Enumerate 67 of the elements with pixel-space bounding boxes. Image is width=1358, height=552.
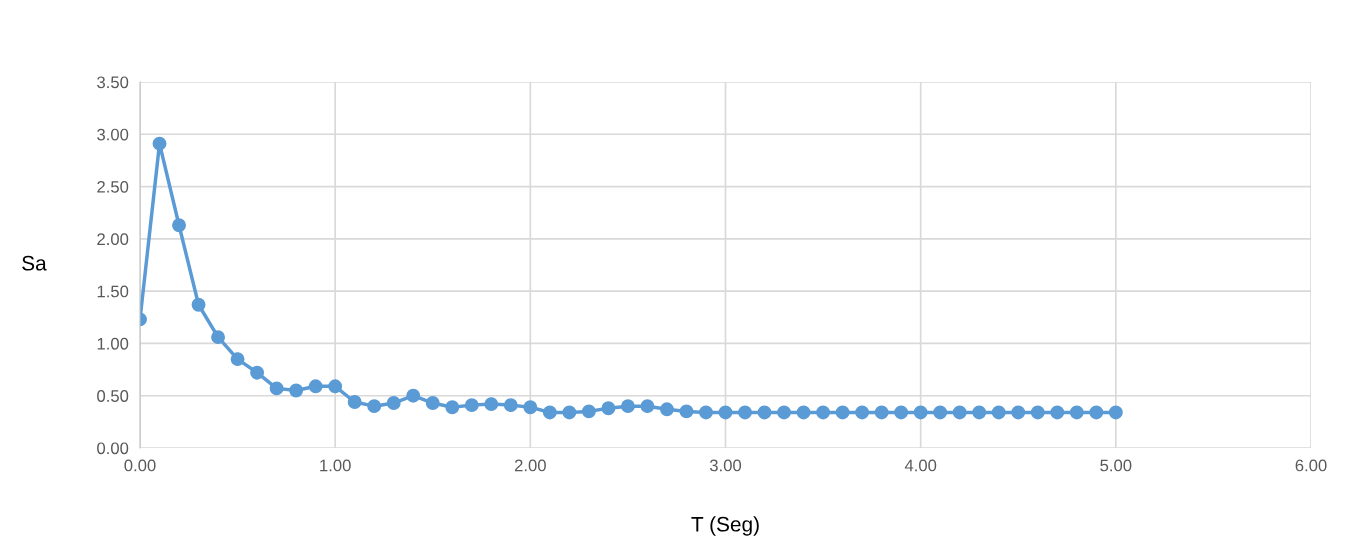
point bbox=[308, 379, 323, 394]
point bbox=[835, 405, 850, 420]
point bbox=[679, 404, 694, 419]
x-tick-label: 4.00 bbox=[904, 459, 937, 472]
point bbox=[1108, 405, 1123, 420]
point bbox=[1069, 405, 1084, 420]
point bbox=[152, 136, 167, 151]
point bbox=[660, 402, 674, 417]
x-axis-title: T (Seg) bbox=[691, 516, 759, 536]
point bbox=[1050, 405, 1065, 420]
point bbox=[191, 297, 206, 312]
point bbox=[777, 405, 791, 420]
point bbox=[894, 405, 909, 420]
point bbox=[211, 330, 226, 345]
point bbox=[328, 379, 343, 394]
point bbox=[562, 405, 577, 420]
point bbox=[718, 405, 733, 420]
y-axis-title: Sa bbox=[22, 255, 47, 271]
point bbox=[601, 401, 616, 416]
point bbox=[952, 405, 967, 420]
point bbox=[913, 405, 928, 420]
point bbox=[542, 405, 557, 420]
point bbox=[738, 405, 752, 420]
point bbox=[581, 404, 596, 419]
x-tick-label: 5.00 bbox=[1100, 459, 1132, 472]
point bbox=[172, 218, 186, 233]
y-tick-label: 2.50 bbox=[97, 180, 129, 193]
x-tick-label: 3.00 bbox=[709, 459, 742, 472]
y-tick-label: 0.00 bbox=[97, 442, 129, 455]
y-tick-label: 0.50 bbox=[97, 390, 129, 402]
point bbox=[874, 405, 889, 420]
point bbox=[1011, 405, 1026, 420]
point bbox=[503, 398, 518, 413]
point bbox=[855, 405, 870, 420]
point bbox=[386, 396, 401, 410]
point bbox=[1089, 405, 1104, 420]
point bbox=[484, 397, 499, 412]
point bbox=[933, 405, 948, 420]
point bbox=[445, 400, 460, 415]
point bbox=[699, 405, 713, 420]
point bbox=[230, 352, 245, 367]
point bbox=[289, 383, 304, 398]
point bbox=[464, 398, 479, 413]
x-tick-label: 2.00 bbox=[514, 459, 546, 472]
y-tick-label: 2.00 bbox=[97, 233, 129, 246]
point bbox=[425, 396, 440, 410]
point bbox=[640, 399, 655, 414]
point bbox=[816, 405, 831, 420]
point bbox=[620, 399, 635, 414]
point bbox=[1030, 405, 1045, 420]
x-tick-label: 1.00 bbox=[320, 459, 351, 472]
point bbox=[972, 405, 987, 420]
point bbox=[347, 395, 362, 409]
point bbox=[406, 388, 421, 403]
point bbox=[796, 405, 811, 420]
point bbox=[757, 405, 772, 420]
y-tick-label: 1.50 bbox=[97, 285, 129, 298]
x-tick-label: 6.00 bbox=[1295, 459, 1327, 472]
x-tick-label: 0.00 bbox=[124, 459, 156, 472]
point bbox=[991, 405, 1006, 420]
point bbox=[250, 365, 265, 380]
y-tick-label: 3.50 bbox=[97, 76, 129, 89]
point bbox=[367, 399, 382, 414]
point bbox=[523, 400, 538, 415]
y-tick-label: 3.00 bbox=[97, 128, 129, 141]
point bbox=[269, 381, 284, 396]
y-tick-label: 1.00 bbox=[97, 337, 129, 350]
